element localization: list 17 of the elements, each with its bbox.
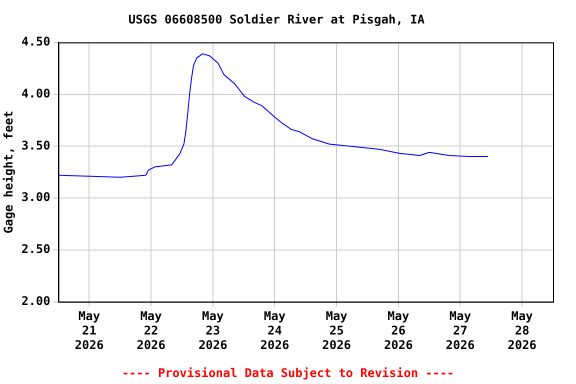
x-tick-label: May 28 2026 [508, 309, 537, 352]
text: ---- Provisional Data Subject to Revision ---- [120, 366, 456, 380]
y-axis-title: Gage height, feet [1, 110, 16, 234]
x-tick-label: May 27 2026 [446, 309, 475, 352]
x-tick-label: May 24 2026 [260, 309, 290, 352]
chart-title: USGS 06608500 Soldier River at Pisgah, IA [128, 12, 426, 26]
x-tick-label: May 25 2026 [322, 309, 352, 352]
x-tick-label: May 21 2026 [74, 309, 104, 352]
x-tick-label: May 22 2026 [136, 309, 166, 352]
y-tick-label: 4.50 [21, 34, 50, 49]
y-tick-label: 3.50 [21, 138, 50, 152]
y-tick-label: 2.00 [21, 294, 50, 308]
y-tick-label: 2.50 [21, 242, 50, 256]
x-tick-label: May 26 2026 [384, 309, 413, 352]
y-tick-label: 4.00 [21, 86, 50, 100]
y-tick-label: 3.00 [21, 190, 50, 204]
x-tick-label: May 23 2026 [198, 309, 228, 352]
